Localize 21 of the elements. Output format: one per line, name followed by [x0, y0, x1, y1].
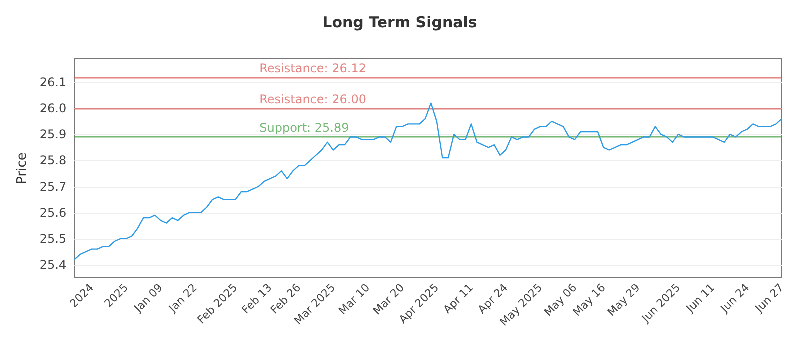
- x-tick-label: Jun 24: [718, 281, 752, 316]
- x-tick-label: Jan 22: [166, 281, 200, 316]
- chart-title: Long Term Signals: [322, 14, 478, 32]
- y-tick-label: 25.5: [40, 232, 67, 246]
- y-tick-label: 25.6: [40, 206, 67, 220]
- ref-line-label: Resistance: 26.00: [260, 92, 366, 107]
- y-tick-label: 26.0: [40, 102, 67, 116]
- line-series: [74, 102, 783, 260]
- ref-line-label: Resistance: 26.12: [260, 61, 366, 76]
- y-tick-label: 25.4: [40, 258, 67, 272]
- ref-line-label: Support: 25.89: [260, 121, 350, 136]
- x-tick-label: Apr 11: [441, 281, 476, 316]
- y-tick-label: 25.8: [40, 154, 67, 168]
- y-tick-label: 25.9: [40, 128, 67, 142]
- y-tick-label: 26.1: [40, 75, 67, 90]
- x-tick-label: Jan 09: [131, 281, 166, 316]
- x-tick-label: Jun 27: [752, 281, 787, 316]
- x-tick-label: Mar 10: [336, 281, 373, 318]
- y-tick-label: 25.7: [40, 180, 67, 194]
- x-tick-label: Jun 11: [683, 281, 718, 316]
- y-axis-title: Price: [15, 152, 30, 184]
